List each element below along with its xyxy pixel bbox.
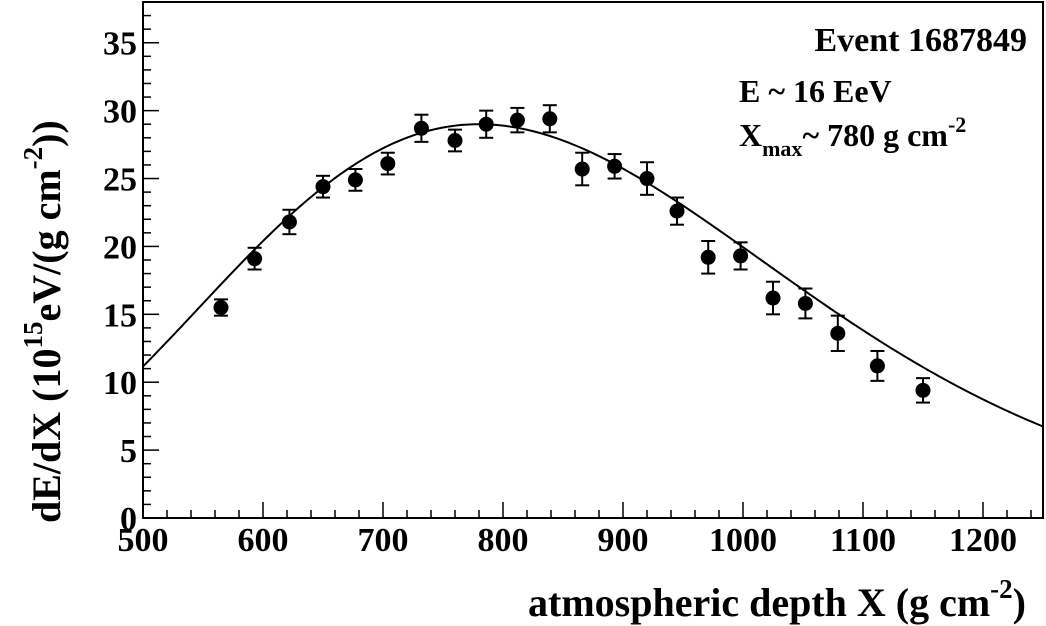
data-point (347, 172, 363, 188)
y-tick-label: 25 (103, 162, 137, 199)
data-point (447, 133, 463, 149)
data-point (413, 120, 429, 136)
data-point (281, 214, 297, 230)
data-point (830, 325, 846, 341)
xmax-value: ~ 780 g cm (802, 117, 948, 153)
xmax-main: X (739, 117, 762, 153)
x-axis-title: atmospheric depth X (g cm-2) (528, 574, 1026, 625)
x-axis-title-main: atmospheric depth X (g cm (528, 580, 990, 625)
y-tick-label: 35 (103, 26, 137, 63)
y-tick-label: 15 (103, 297, 137, 334)
y-tick-label: 10 (103, 365, 137, 402)
x-tick-label: 1000 (709, 522, 777, 559)
xmax-label: Xmax~ 780 g cm-2 (739, 112, 966, 161)
y-axis-title-sup2: -2 (18, 147, 48, 170)
data-point (869, 358, 885, 374)
x-axis-ticks: 500 600 700 800 900 1000 1100 1200 (118, 502, 1032, 559)
data-point (315, 179, 331, 195)
plot-border (142, 1, 1044, 519)
data-point (542, 111, 558, 127)
x-tick-label: 800 (478, 522, 529, 559)
x-tick-label: 1200 (949, 522, 1017, 559)
y-axis-title-sup1: 15 (18, 322, 48, 349)
x-tick-label: 500 (118, 522, 169, 559)
data-point (380, 156, 396, 172)
x-axis-title-sup: -2 (990, 574, 1013, 604)
data-point (213, 300, 229, 316)
data-point (574, 161, 590, 177)
y-axis-title-a: dE/dX (10 (24, 349, 69, 524)
data-point (247, 251, 263, 267)
event-label: Event 1687849 (815, 22, 1028, 59)
data-point (607, 158, 623, 174)
data-point (700, 249, 716, 265)
fit-curve-group (142, 123, 1044, 428)
x-tick-label: 700 (358, 522, 409, 559)
y-axis-title: dE/dX (1015eV/(g cm-2)) (18, 120, 69, 523)
data-point (669, 203, 685, 219)
data-point (509, 112, 525, 128)
y-tick-label: 5 (120, 433, 137, 470)
data-point (797, 295, 813, 311)
data-point (639, 171, 655, 187)
xmax-subscript: max (762, 136, 802, 161)
x-tick-label: 900 (598, 522, 649, 559)
xmax-superscript: -2 (948, 112, 966, 137)
fit-curve (142, 123, 1044, 428)
x-axis-title-end: ) (1013, 580, 1026, 625)
data-point (733, 248, 749, 264)
energy-label: E ~ 16 EeV (739, 73, 892, 109)
data-point (478, 116, 494, 132)
data-point (765, 290, 781, 306)
x-tick-label: 600 (238, 522, 289, 559)
y-tick-label: 20 (103, 229, 137, 266)
y-tick-label: 0 (120, 501, 137, 538)
data-points (213, 104, 931, 404)
y-axis-title-b: eV/(g cm (24, 169, 69, 321)
y-axis-ticks: 0 5 10 15 20 25 30 35 (103, 1, 159, 538)
plot-frame (142, 1, 1044, 519)
data-point (915, 382, 931, 398)
y-axis-title-c: )) (24, 120, 69, 147)
y-tick-label: 30 (103, 94, 137, 131)
x-tick-label: 1100 (830, 522, 896, 559)
